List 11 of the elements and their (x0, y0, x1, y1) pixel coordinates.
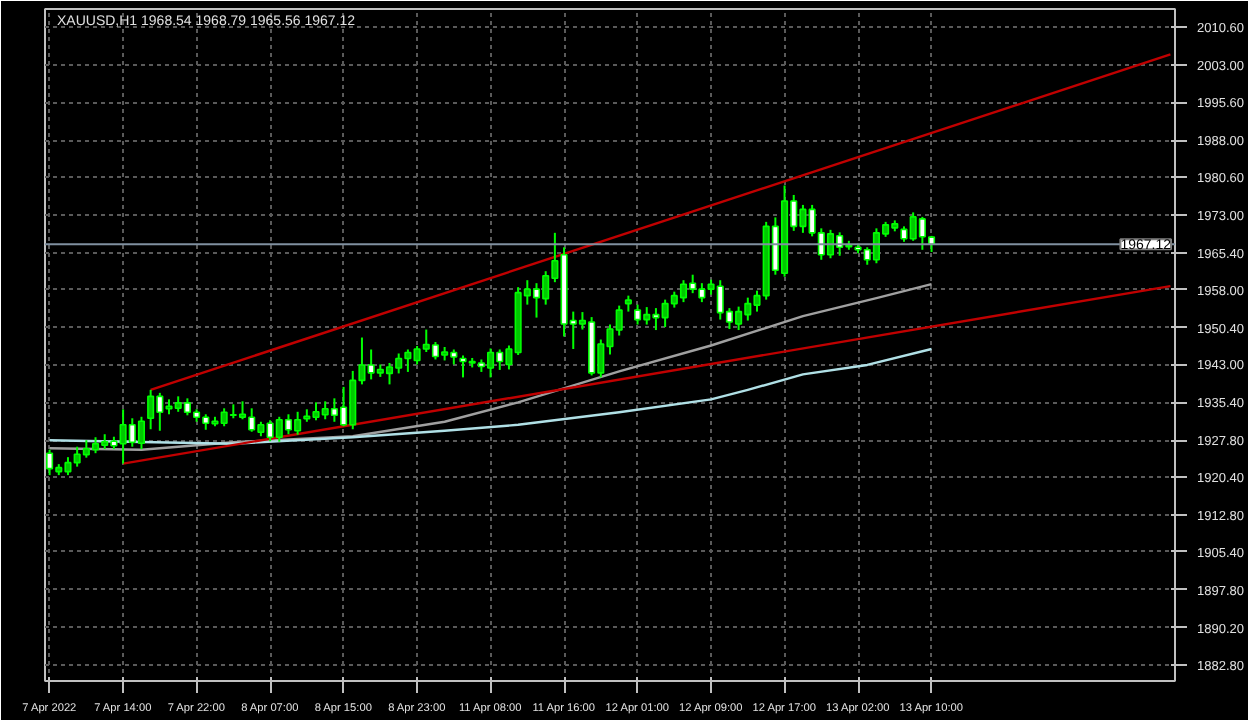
candlestick (679, 279, 688, 304)
candlestick (137, 415, 146, 451)
line-series (48, 347, 933, 445)
candlestick (532, 282, 541, 319)
candlestick (826, 228, 835, 260)
candlestick (147, 388, 155, 431)
candlestick (284, 413, 293, 436)
candlestick (634, 303, 642, 326)
candlestick (385, 361, 394, 386)
candlestick (46, 448, 54, 477)
line-series (48, 282, 933, 451)
